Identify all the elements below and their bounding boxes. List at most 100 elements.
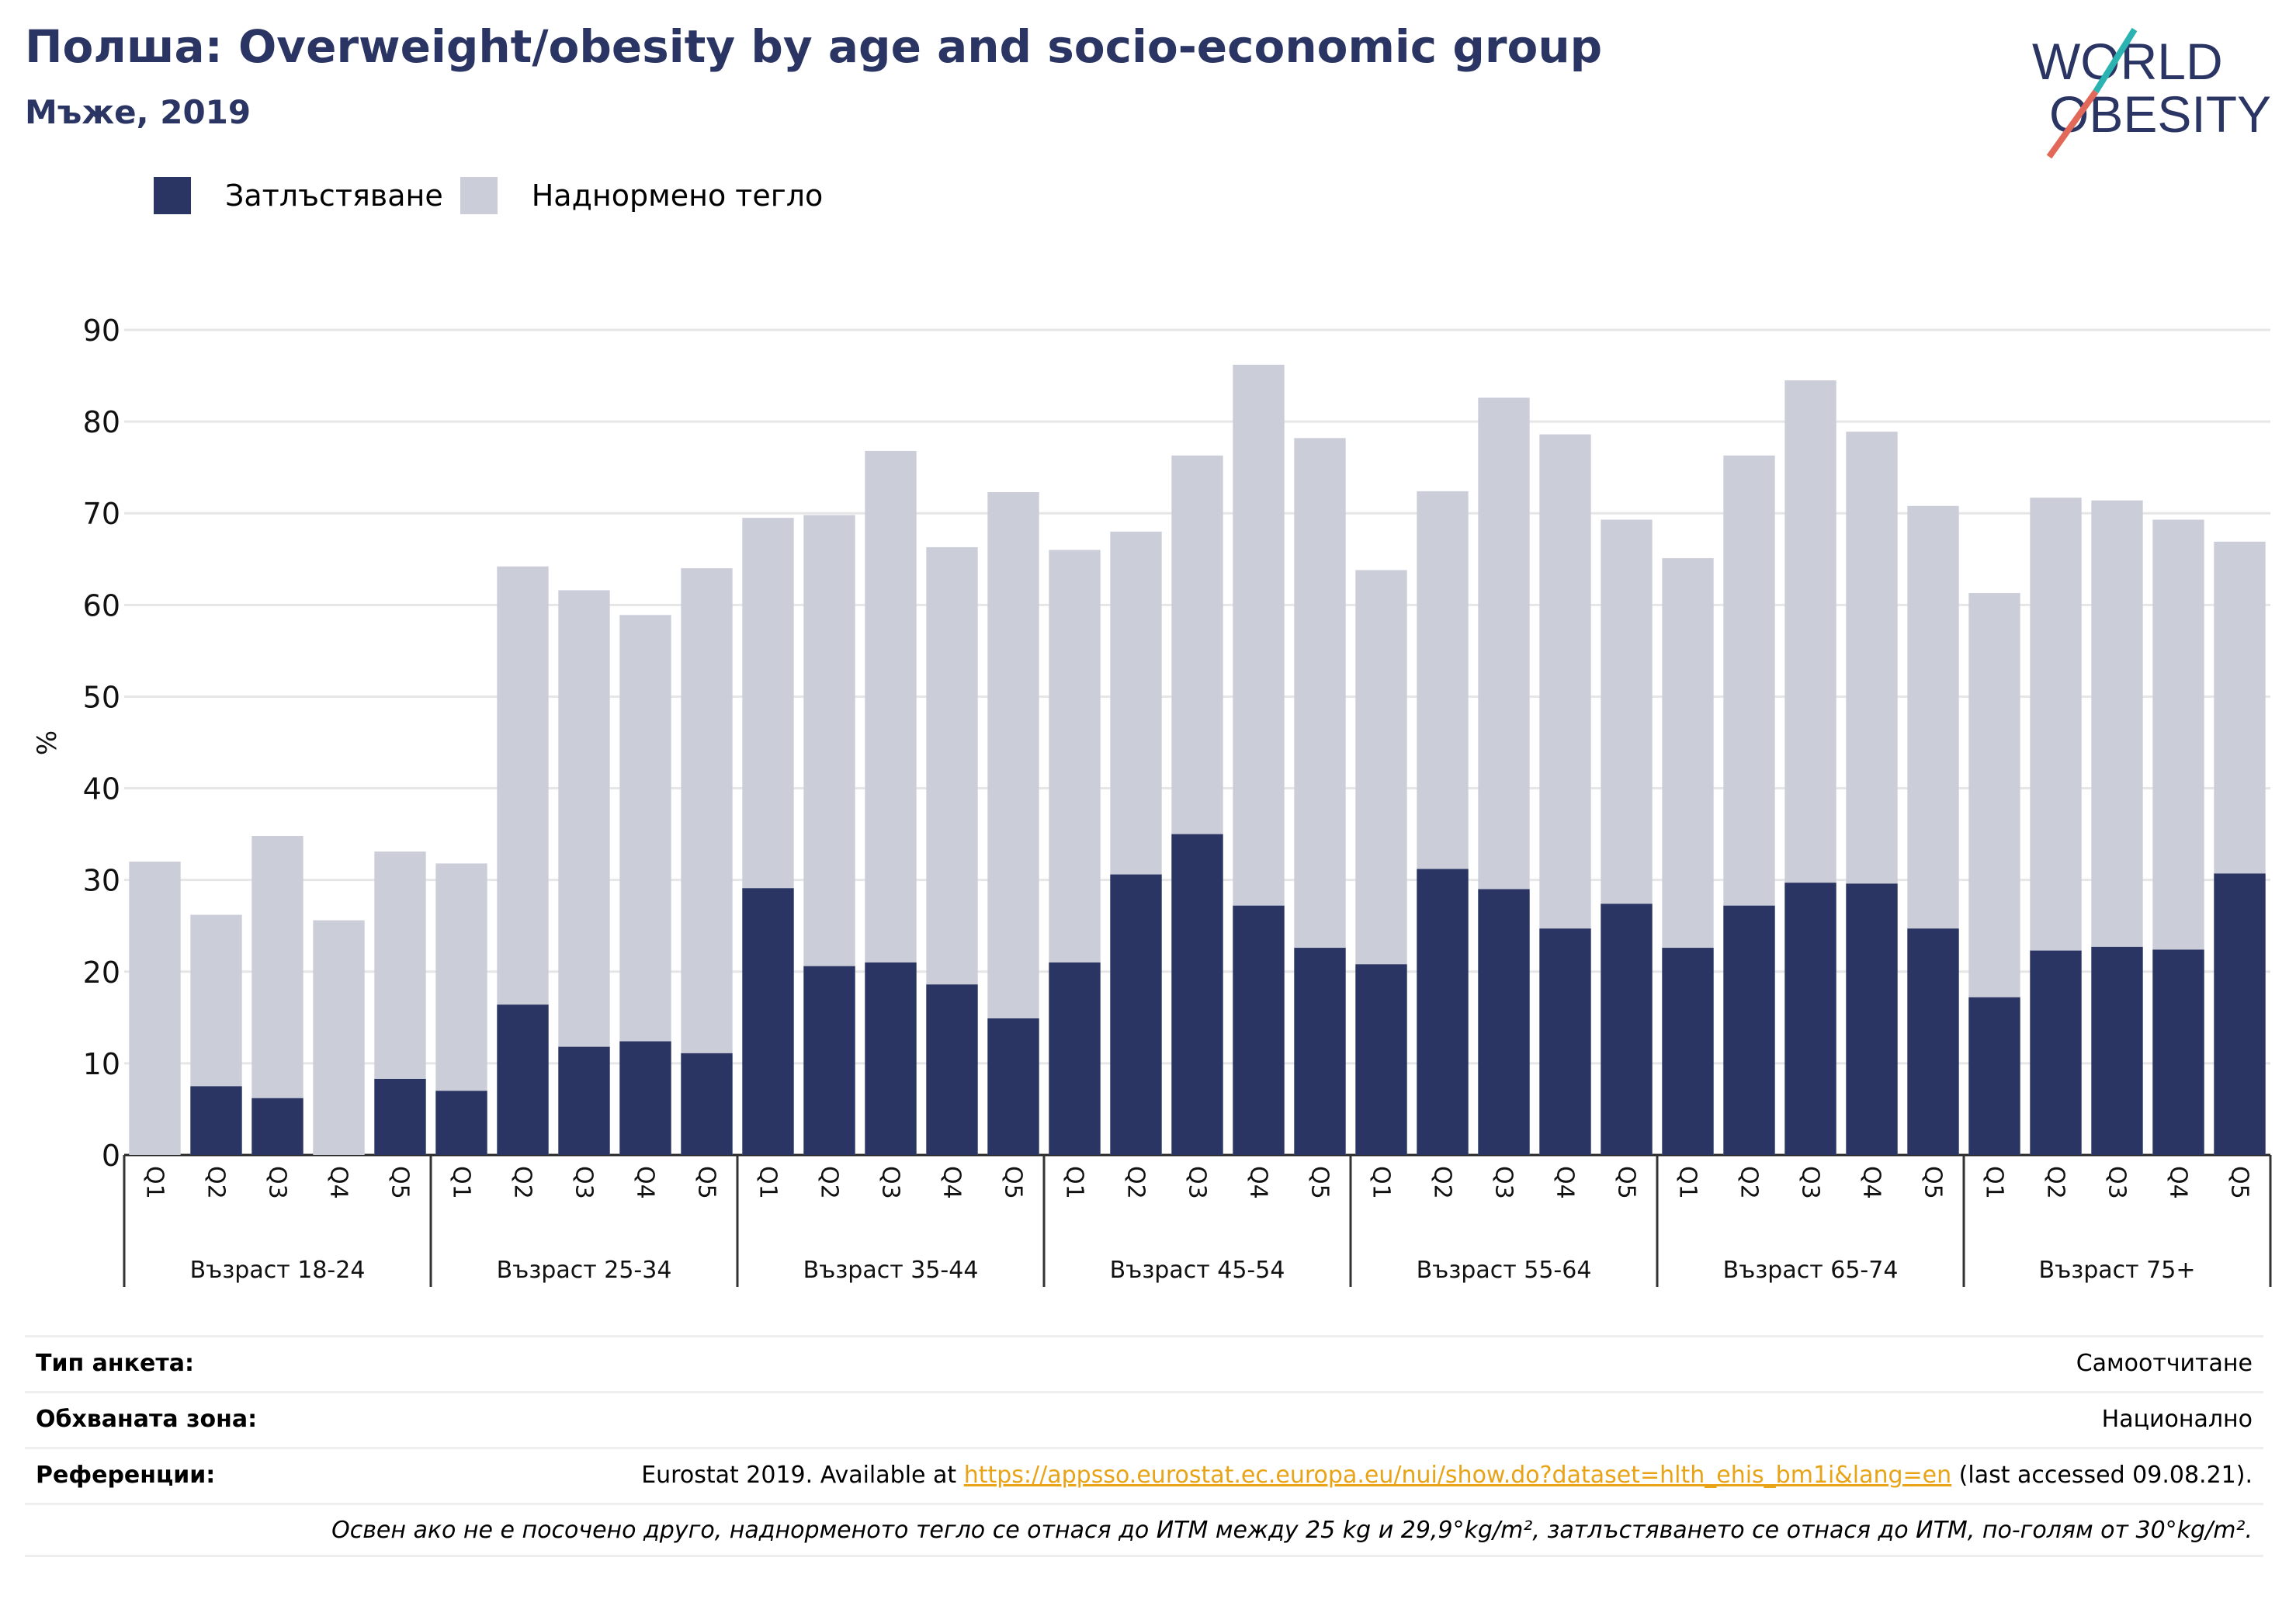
- y-axis-label: %: [32, 730, 63, 755]
- x-tick-label: Q5: [387, 1166, 414, 1199]
- bar-obesity: [1907, 928, 1959, 1155]
- stacked-bar-chart: 0 10 20 30 40 50 60 70 80 90% Q1 Q2 Q3 Q4 Q5 Възраст 18…: [32, 314, 2272, 1287]
- x-tick-label: Q5: [1000, 1166, 1027, 1199]
- legend-label-obesity: Затлъстяване: [225, 179, 443, 213]
- group-label: Възраст 18-24: [190, 1257, 366, 1284]
- references-key: Референции:: [36, 1462, 216, 1489]
- survey-type-key: Тип анкета:: [36, 1350, 194, 1377]
- x-tick-label: Q2: [2042, 1166, 2069, 1199]
- legend-label-overweight: Наднормено тегло: [531, 179, 824, 213]
- reference-prefix: Eurostat 2019. Available at: [641, 1462, 964, 1489]
- group-label: Възраст 25-34: [497, 1257, 672, 1284]
- y-tick-label: 60: [83, 588, 120, 623]
- bar-obesity: [803, 966, 855, 1155]
- legend-item-overweight: Наднормено тегло: [460, 177, 824, 214]
- footer-note-row: Освен ако не е посочено друго, наднормен…: [25, 1503, 2263, 1557]
- bar-overweight: [129, 862, 181, 1155]
- x-tick-label: Q1: [1368, 1166, 1395, 1199]
- coverage-area-key: Обхваната зона:: [36, 1406, 258, 1433]
- bar-obesity: [1846, 883, 1898, 1155]
- x-tick-label: Q2: [1122, 1166, 1150, 1199]
- chart-title: Полша: Overweight/obesity by age and soc…: [25, 20, 1603, 73]
- x-tick-label: Q4: [1245, 1166, 1272, 1199]
- bar-obesity: [1968, 997, 2020, 1155]
- x-tick-label: Q1: [754, 1166, 782, 1199]
- bar-obesity: [2091, 946, 2143, 1155]
- footer-ref-row: Референции: Eurostat 2019. Available at …: [25, 1447, 2263, 1501]
- bar-obesity: [2152, 949, 2204, 1155]
- x-tick-label: Q3: [1490, 1166, 1517, 1199]
- logo-word-obesity: OBESITY: [2049, 85, 2271, 143]
- group-label: Възраст 75+: [2039, 1257, 2196, 1284]
- y-tick-label: 30: [83, 864, 120, 898]
- bar-obesity: [1784, 883, 1836, 1155]
- bar-obesity: [1601, 904, 1653, 1155]
- y-tick-label: 40: [83, 772, 120, 806]
- bar-obesity: [497, 1004, 549, 1155]
- x-tick-label: Q3: [2104, 1166, 2131, 1199]
- bar-obesity: [1233, 905, 1285, 1155]
- y-tick-label: 0: [102, 1139, 120, 1173]
- bar-obesity: [1662, 948, 1714, 1155]
- bar-obesity: [1355, 964, 1407, 1155]
- y-tick-label: 90: [83, 314, 120, 348]
- x-tick-label: Q1: [141, 1166, 168, 1199]
- bar-obesity: [374, 1078, 426, 1155]
- legend-swatch-obesity: [154, 177, 191, 214]
- x-tick-label: Q3: [877, 1166, 904, 1199]
- y-tick-label: 80: [83, 405, 120, 439]
- x-tick-label: Q2: [1429, 1166, 1456, 1199]
- x-tick-label: Q4: [325, 1166, 352, 1199]
- legend-item-obesity: Затлъстяване: [154, 177, 443, 214]
- x-tick-label: Q4: [938, 1166, 966, 1199]
- reference-suffix: (last accessed 09.08.21).: [1951, 1462, 2253, 1489]
- group-label: Възраст 35-44: [803, 1257, 979, 1284]
- bar-obesity: [926, 984, 978, 1155]
- x-tick-label: Q5: [693, 1166, 720, 1199]
- footer-area-row: Обхваната зона: Национално: [25, 1391, 2263, 1445]
- bar-obesity: [190, 1086, 242, 1155]
- x-tick-label: Q1: [1981, 1166, 2008, 1199]
- legend-swatch-overweight: [460, 177, 498, 214]
- bar-obesity: [1171, 834, 1223, 1155]
- bar-obesity: [987, 1018, 1039, 1155]
- x-tick-label: Q2: [203, 1166, 230, 1199]
- bar-obesity: [1723, 905, 1775, 1155]
- bar-obesity: [865, 962, 917, 1155]
- bar-obesity: [681, 1053, 733, 1155]
- x-tick-label: Q5: [1306, 1166, 1334, 1199]
- x-tick-label: Q4: [1552, 1166, 1579, 1199]
- bar-obesity: [1294, 948, 1346, 1155]
- y-tick-label: 70: [83, 497, 120, 531]
- bar-obesity: [558, 1046, 610, 1155]
- x-tick-label: Q4: [632, 1166, 659, 1199]
- bar-obesity: [742, 888, 794, 1155]
- coverage-area-value: Национално: [2101, 1406, 2253, 1433]
- x-tick-label: Q3: [1184, 1166, 1211, 1199]
- reference-link[interactable]: https://appsso.eurostat.ec.europa.eu/nui…: [963, 1462, 1952, 1489]
- x-tick-label: Q2: [1736, 1166, 1763, 1199]
- definition-note: Освен ако не е посочено друго, наднормен…: [331, 1516, 2253, 1544]
- references-value: Eurostat 2019. Available at https://apps…: [641, 1462, 2253, 1489]
- footer-survey-row: Тип анкета: Самоотчитане: [25, 1335, 2263, 1389]
- group-label: Възраст 45-54: [1110, 1257, 1285, 1284]
- x-tick-label: Q3: [1797, 1166, 1824, 1199]
- x-tick-label: Q5: [1613, 1166, 1640, 1199]
- x-tick-label: Q2: [509, 1166, 536, 1199]
- x-tick-label: Q3: [264, 1166, 291, 1199]
- bar-obesity: [1539, 928, 1591, 1155]
- x-tick-label: Q1: [448, 1166, 475, 1199]
- bar-obesity: [435, 1091, 487, 1155]
- bar-obesity: [1049, 962, 1101, 1155]
- bar-obesity: [619, 1041, 671, 1155]
- bar-overweight: [313, 920, 365, 1155]
- x-tick-label: Q1: [1061, 1166, 1088, 1199]
- bar-obesity: [1417, 869, 1469, 1155]
- y-tick-label: 10: [83, 1047, 120, 1081]
- y-tick-label: 50: [83, 680, 120, 714]
- group-label: Възраст 55-64: [1417, 1257, 1592, 1284]
- x-tick-label: Q4: [2165, 1166, 2192, 1199]
- x-tick-label: Q5: [1920, 1166, 1947, 1199]
- x-tick-label: Q5: [2226, 1166, 2253, 1199]
- x-tick-label: Q2: [816, 1166, 843, 1199]
